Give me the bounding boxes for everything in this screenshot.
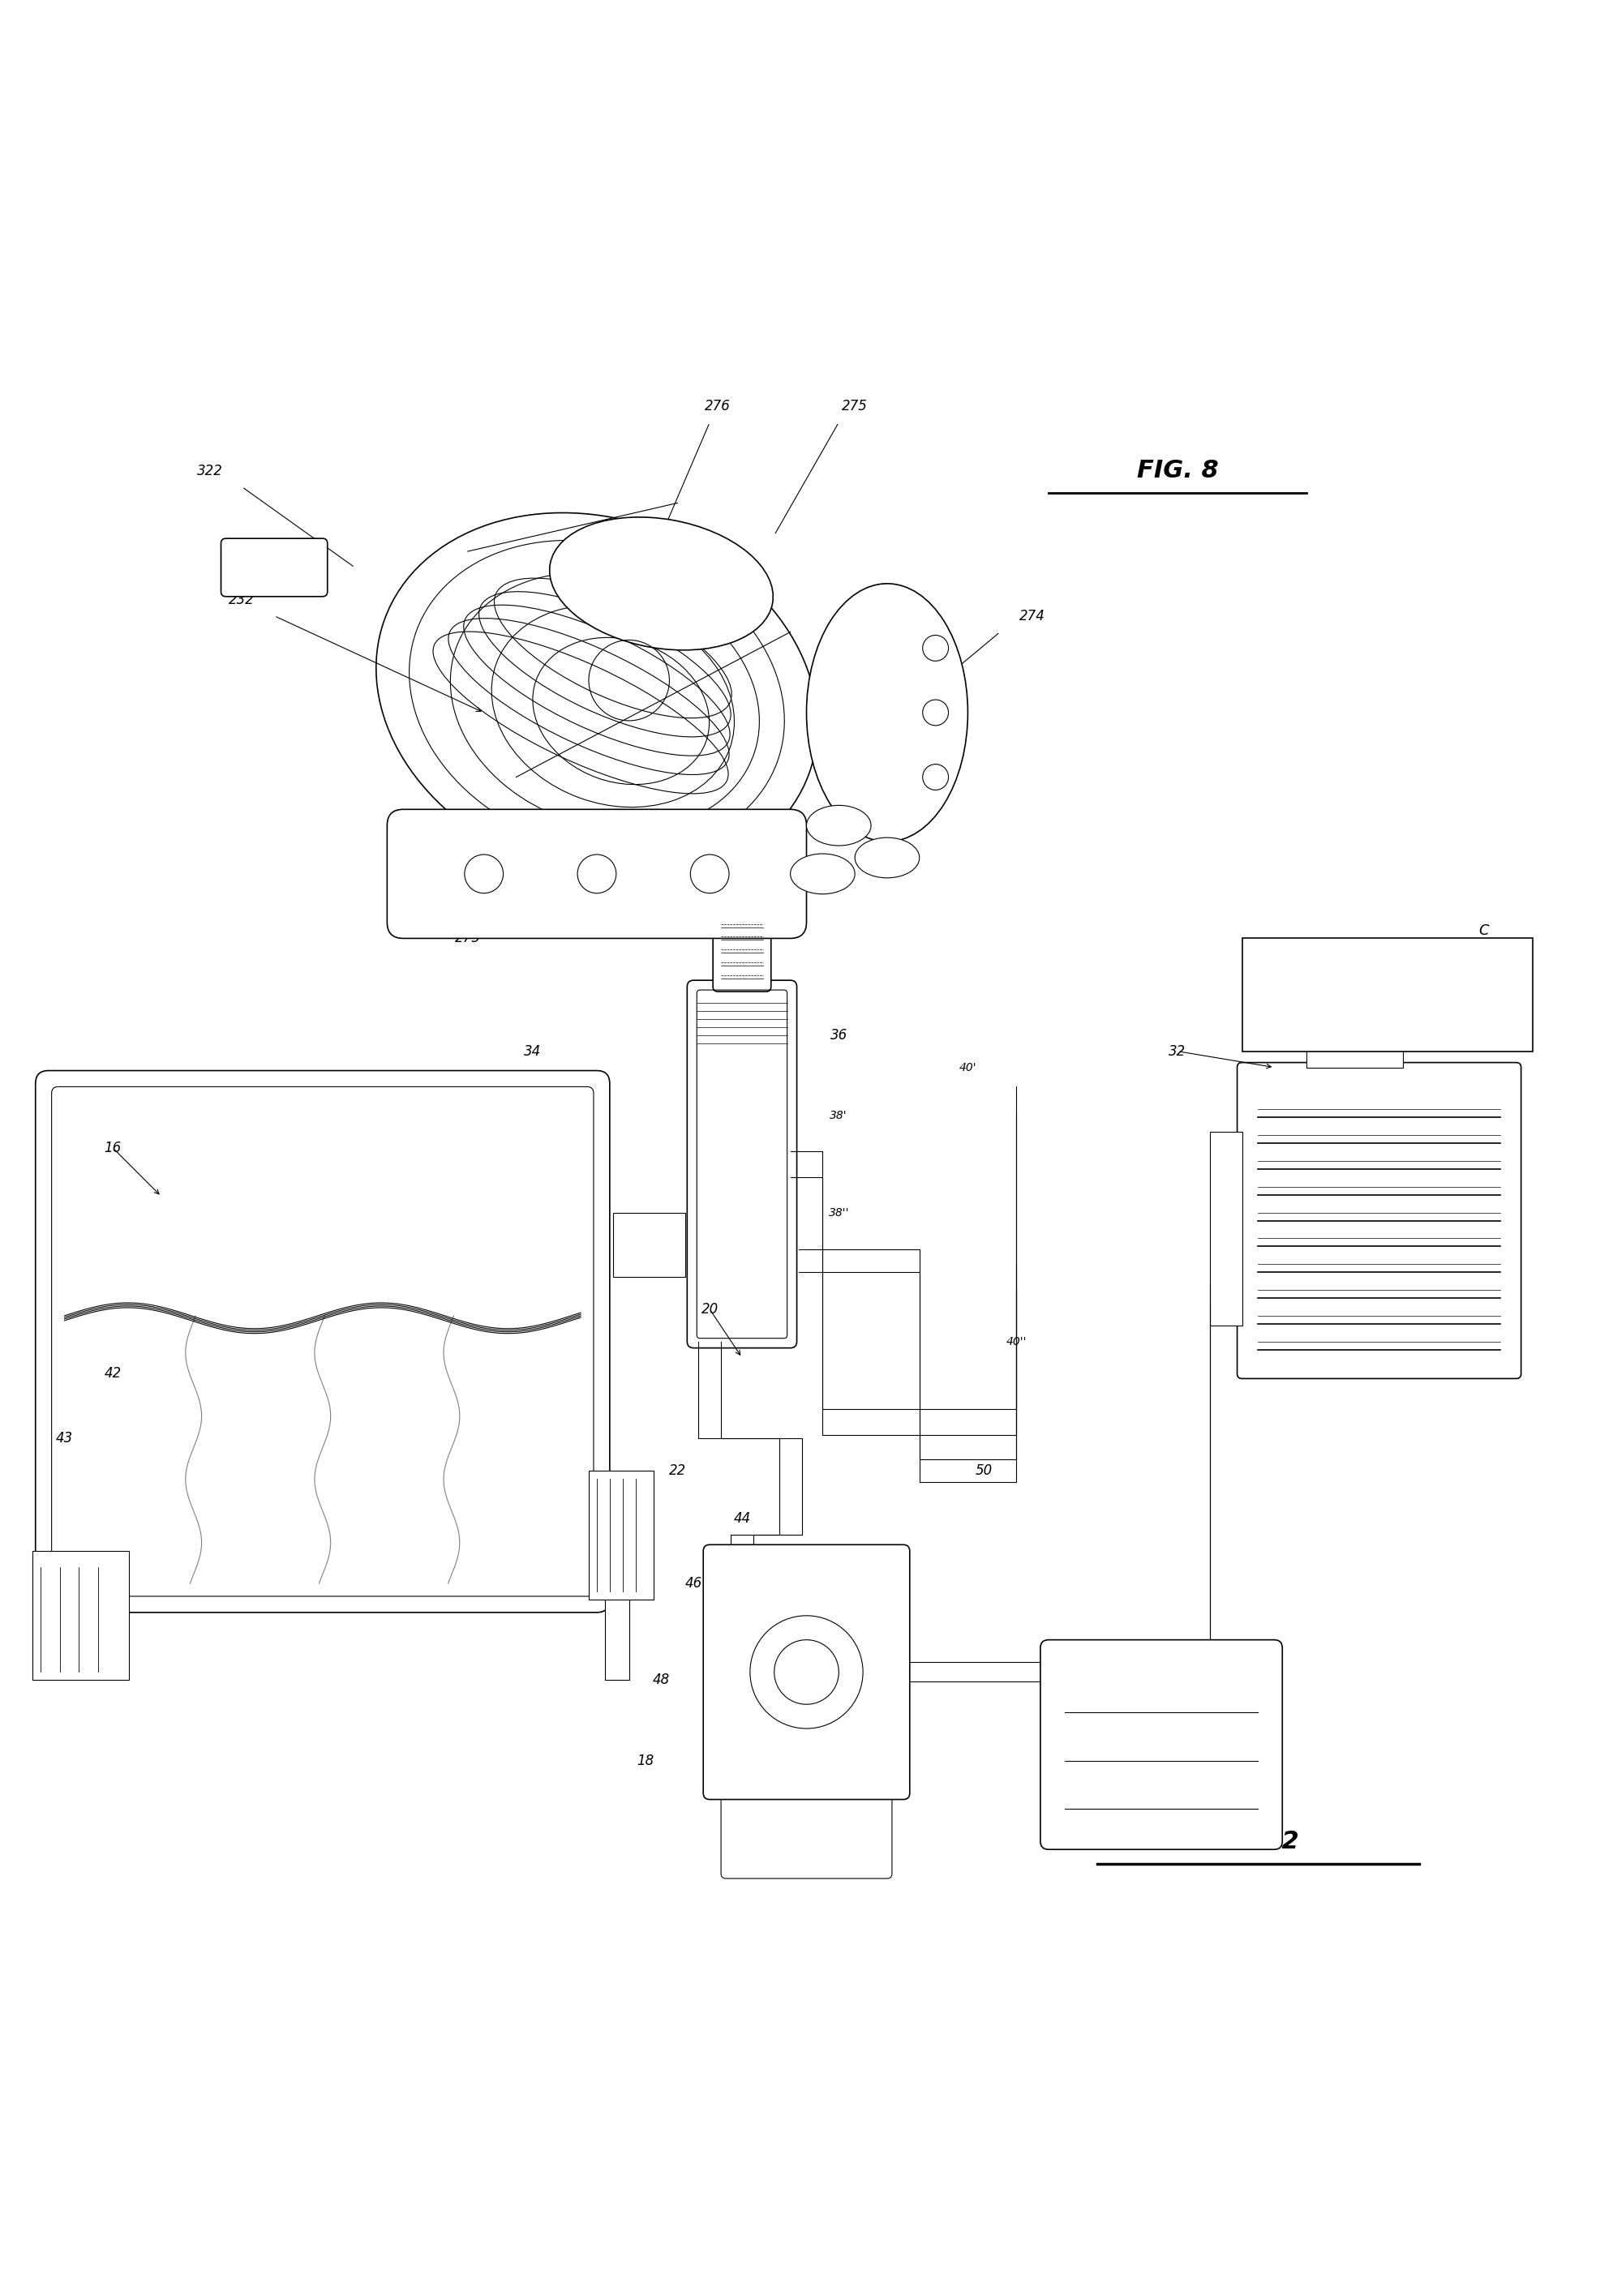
Text: 275: 275 [842, 400, 868, 413]
Text: 274: 274 [1019, 608, 1045, 622]
Circle shape [923, 636, 948, 661]
FancyBboxPatch shape [687, 980, 797, 1348]
FancyBboxPatch shape [387, 810, 806, 939]
Text: 34: 34 [524, 1045, 540, 1058]
Text: 40': 40' [960, 1061, 976, 1072]
Text: 47: 47 [766, 1754, 782, 1768]
Text: 38: 38 [766, 898, 782, 914]
Text: 52: 52 [1073, 1770, 1089, 1784]
Text: 36: 36 [831, 1029, 847, 1042]
Bar [589, 1469, 653, 1600]
Text: 46: 46 [686, 1575, 702, 1591]
Text: 22: 22 [669, 1463, 686, 1479]
FancyBboxPatch shape [1040, 1639, 1282, 1851]
FancyBboxPatch shape [35, 1070, 610, 1612]
Circle shape [465, 854, 503, 893]
Text: 16: 16 [105, 1141, 121, 1155]
Circle shape [923, 700, 948, 726]
Ellipse shape [806, 583, 968, 843]
Bar [1210, 1132, 1242, 1325]
Text: 276: 276 [705, 400, 731, 413]
Bar [613, 1212, 686, 1277]
Ellipse shape [806, 806, 871, 845]
Ellipse shape [550, 517, 773, 650]
Text: CRANKCASE: CRANKCASE [1353, 1006, 1421, 1017]
Circle shape [690, 854, 729, 893]
Circle shape [923, 765, 948, 790]
Bar [605, 1591, 629, 1681]
Circle shape [577, 854, 616, 893]
Ellipse shape [790, 854, 855, 893]
Bar [1242, 939, 1532, 1052]
FancyBboxPatch shape [703, 1545, 910, 1800]
Text: 44: 44 [734, 1511, 750, 1527]
Text: 275: 275 [455, 932, 481, 946]
Text: 20: 20 [702, 1302, 718, 1316]
Text: 38'': 38'' [829, 1208, 848, 1219]
Text: FIG. 8: FIG. 8 [1137, 459, 1218, 482]
FancyBboxPatch shape [721, 1789, 892, 1878]
Text: 48: 48 [653, 1674, 669, 1688]
Ellipse shape [855, 838, 919, 877]
FancyBboxPatch shape [221, 540, 327, 597]
Text: 18: 18 [637, 1754, 653, 1768]
Text: 232: 232 [229, 592, 255, 606]
Text: 32: 32 [1169, 1045, 1186, 1058]
Text: FIG. 2: FIG. 2 [1218, 1830, 1298, 1853]
Text: 40'': 40'' [1007, 1336, 1026, 1348]
Text: 322: 322 [197, 464, 223, 478]
FancyBboxPatch shape [1237, 1063, 1521, 1378]
Text: 42: 42 [105, 1366, 121, 1382]
Text: 50: 50 [976, 1463, 992, 1479]
Text: 43: 43 [56, 1430, 73, 1446]
Bar [1307, 1019, 1403, 1068]
Text: 38': 38' [831, 1109, 847, 1120]
FancyBboxPatch shape [713, 868, 771, 992]
Text: ENGINE: ENGINE [1366, 964, 1408, 976]
Bar [32, 1552, 129, 1681]
Text: C: C [1479, 923, 1489, 939]
